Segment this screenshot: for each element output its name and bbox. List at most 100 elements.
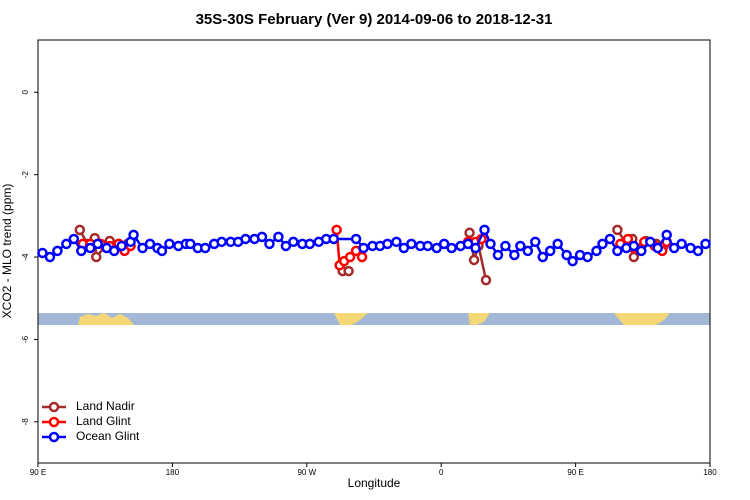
legend-label: Ocean Glint: [76, 429, 140, 443]
point: [344, 251, 356, 263]
chart-title: 35S-30S February (Ver 9) 2014-09-06 to 2…: [196, 11, 553, 28]
y-tick-label: -8: [21, 418, 30, 426]
point: [280, 240, 292, 252]
point: [90, 251, 102, 263]
point: [304, 238, 316, 250]
point: [216, 236, 227, 248]
point: [470, 242, 481, 254]
point: [61, 238, 72, 250]
x-tick-label: 90 W: [297, 468, 316, 477]
point: [597, 238, 608, 250]
point: [264, 238, 275, 250]
point: [522, 245, 534, 257]
point: [500, 240, 511, 252]
y-axis-label: XCO2 - MLO trend (ppm): [0, 184, 14, 319]
point: [668, 242, 680, 254]
point: [164, 238, 175, 250]
point: [612, 224, 623, 236]
point: [661, 229, 672, 241]
point: [108, 245, 120, 257]
point: [561, 249, 572, 261]
land-shape: [614, 313, 670, 325]
y-tick-label: -2: [21, 171, 30, 179]
land-shape: [468, 313, 490, 325]
point: [116, 240, 127, 252]
x-tick-label: 180: [166, 468, 180, 477]
point: [636, 245, 647, 257]
point: [612, 245, 623, 257]
point: [438, 238, 450, 250]
point: [52, 245, 63, 257]
point: [692, 245, 704, 257]
point: [462, 238, 474, 250]
y-tick-label: -4: [21, 253, 30, 261]
point: [544, 245, 556, 257]
point: [256, 231, 268, 243]
point: [422, 240, 434, 252]
legend-swatch-point: [48, 401, 60, 413]
point: [328, 233, 339, 245]
point: [628, 251, 640, 263]
point: [350, 233, 362, 245]
point: [68, 233, 80, 245]
point: [552, 238, 563, 250]
legend-swatch-point: [48, 431, 60, 443]
x-tick-label: 180: [703, 468, 717, 477]
point: [356, 251, 368, 263]
land-strip: [38, 313, 710, 325]
y-tick-label: -6: [21, 335, 30, 343]
point: [358, 242, 369, 254]
point: [567, 255, 578, 267]
point: [468, 254, 480, 266]
point: [128, 229, 139, 241]
point: [76, 245, 87, 257]
point: [273, 231, 284, 243]
y-tick-label: 0: [21, 90, 30, 95]
point: [74, 224, 86, 236]
land-shape: [78, 313, 134, 325]
point: [92, 238, 103, 250]
point: [382, 238, 393, 250]
x-axis-label: Longitude: [348, 476, 401, 490]
point: [464, 227, 475, 239]
point: [582, 251, 593, 263]
point: [406, 238, 417, 250]
point: [431, 242, 442, 254]
x-tick-label: 0: [439, 468, 444, 477]
point: [343, 265, 354, 277]
point: [144, 238, 156, 250]
point: [200, 242, 211, 254]
land-shape: [334, 313, 368, 325]
point: [331, 224, 342, 236]
point: [537, 251, 548, 263]
point: [645, 236, 656, 248]
point: [446, 242, 457, 254]
point: [288, 236, 299, 248]
legend-swatch-point: [48, 416, 60, 428]
legend-label: Land Glint: [76, 414, 131, 428]
point: [700, 238, 711, 250]
point: [485, 238, 496, 250]
point: [676, 238, 687, 250]
point: [530, 236, 541, 248]
x-tick-label: 90 E: [567, 468, 583, 477]
point: [85, 242, 96, 254]
point: [628, 240, 640, 252]
point: [137, 242, 148, 254]
point: [156, 245, 168, 257]
point: [37, 247, 48, 259]
legend-label: Land Nadir: [76, 399, 135, 413]
point: [591, 245, 602, 257]
point: [622, 233, 634, 245]
point: [479, 224, 490, 236]
point: [515, 240, 526, 252]
point: [391, 236, 402, 248]
point: [604, 233, 616, 245]
point: [509, 249, 520, 261]
point: [652, 242, 663, 254]
point: [185, 238, 196, 250]
point: [480, 274, 492, 286]
ocean-strip: [38, 313, 710, 325]
point: [44, 251, 56, 263]
